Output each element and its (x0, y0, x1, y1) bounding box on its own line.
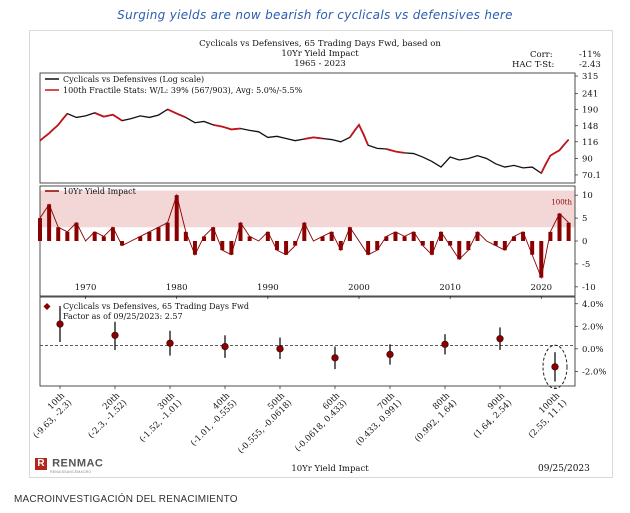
band-label: 100th (551, 199, 572, 207)
legend-factor: Factor as of 09/25/2023: 2.57 (63, 312, 183, 321)
fractile-tick-label: 20th(-2.3, -1.52) (80, 391, 130, 441)
fractile-point (496, 335, 504, 343)
fractile-segment (39, 113, 69, 142)
legend-impact: 10Yr Yield Impact (63, 187, 137, 196)
impact-line (39, 193, 569, 280)
panel-3-tick-label: 0.0% (582, 345, 604, 355)
panel-2-tick-label: 10 (582, 191, 593, 201)
panel-2-xtick-label: 2020 (530, 283, 552, 293)
panel-1-tick-label: 190 (582, 105, 598, 115)
fractile-tick-label: 70th(0.433, 0.991) (347, 391, 404, 448)
logo-name: RENMAC (52, 457, 104, 470)
fractile-point (551, 363, 559, 371)
fractile-band (40, 190, 575, 228)
panel-1-tick-label: 70.1 (582, 171, 601, 181)
panel-1-tick-label: 315 (582, 72, 598, 82)
fractile-tick-label-line: (-0.555, -0.0618) (236, 397, 295, 456)
panel-3-tick-label: 4.0% (582, 300, 604, 310)
legend-fractile-stats: 100th Fractile Stats: W/L: 39% (567/903)… (63, 86, 303, 95)
fractile-tick-label: 10th(-9.63, -2.3) (30, 391, 75, 441)
panel-2-tick-label: 0 (582, 237, 587, 247)
fractile-point (166, 339, 174, 347)
panel-3-border (39, 296, 576, 387)
chart-title-line-2: 10Yr Yield Impact (281, 49, 359, 59)
fractile-tick-label: 80th(0.992, 1.64) (406, 391, 460, 445)
panel-1-tick-label: 241 (582, 90, 598, 100)
chart-frame: Cyclicals vs Defensives, 65 Trading Days… (29, 30, 613, 478)
panel-2-xtick-label: 2010 (439, 283, 461, 293)
fractile-point (111, 331, 119, 339)
x-axis-label: 10Yr Yield Impact (291, 464, 369, 474)
renmac-logo: R RENMAC RENAISSANCEMACRO (35, 453, 103, 474)
fractile-tick-label: 40th(-1.01, -0.555) (182, 391, 240, 449)
fractile-point (386, 350, 394, 359)
panel-3-tick-label: -2.0% (582, 367, 606, 377)
legend-marker (43, 303, 51, 310)
chart-title-line-3: 1965 - 2023 (294, 59, 346, 69)
fractile-segment (540, 138, 570, 174)
fractile-segment (167, 108, 187, 119)
fractile-tick-label: 30th(-1.52, -1.01) (131, 391, 185, 445)
legend-fwd-returns: Cyclicals vs Defensives, 65 Trading Days… (63, 302, 249, 311)
panel-2-xtick-label: 1990 (257, 283, 279, 293)
fractile-tick-label: 90th(1.64, 2.54) (465, 391, 515, 441)
hac-label: HAC T-St: (512, 60, 555, 70)
panel-2-tick-label: -5 (582, 260, 590, 270)
fractile-point (56, 320, 64, 328)
hac-value: -2.43 (579, 60, 601, 70)
fractile-segment (349, 123, 369, 146)
panel-1-tick-label: 148 (582, 122, 598, 132)
corr-label: Corr: (530, 50, 553, 60)
legend-cyc-def: Cyclicals vs Defensives (Log scale) (63, 75, 204, 84)
panel-1-border (39, 72, 576, 184)
fractile-segment (386, 148, 405, 154)
footer-caption: MACROINVESTIGACIÓN DEL RENACIMIENTO (14, 494, 238, 505)
logo-mark: R (35, 457, 47, 470)
highlight-ellipse (542, 344, 568, 389)
panel-1-tick-label: 116 (582, 138, 598, 148)
panel-2-xtick-label: 2000 (348, 283, 370, 293)
chart-date: 09/25/2023 (538, 464, 590, 474)
fractile-point (221, 342, 229, 351)
fractile-segment (212, 123, 241, 131)
chart-title-line-1: Cyclicals vs Defensives, 65 Trading Days… (199, 39, 441, 49)
cyclicals-vs-defensives-panel: 70.1 90 116 148 190 241 315 Cyclicals vs Defens… (30, 72, 607, 456)
fractile-tick-label: 100th(2.55, 11.1) (520, 391, 570, 441)
corr-value: -11% (579, 50, 601, 60)
fractile-point (441, 340, 449, 348)
fractile-tick-label: 50th(-0.555, -0.0618) (229, 391, 294, 456)
fractile-segment (94, 112, 123, 122)
fractile-tick-label: 60th(-0.0618, 0.433) (286, 391, 349, 454)
fractile-point (276, 345, 284, 353)
panel-3-tick-label: 2.0% (582, 322, 604, 332)
panel-1-tick-label: 90 (582, 154, 593, 164)
fractile-segment (304, 136, 323, 140)
fractile-point (331, 354, 339, 362)
panel-2-tick-label: 5 (582, 214, 587, 224)
panel-2-tick-label: -10 (582, 283, 596, 293)
panel-2-xtick-label: 1980 (166, 283, 188, 293)
logo-tagline: RENAISSANCEMACRO (50, 470, 92, 474)
panel-2-xtick-label: 1970 (75, 283, 97, 293)
headline: Surging yields are now bearish for cycli… (117, 8, 513, 22)
